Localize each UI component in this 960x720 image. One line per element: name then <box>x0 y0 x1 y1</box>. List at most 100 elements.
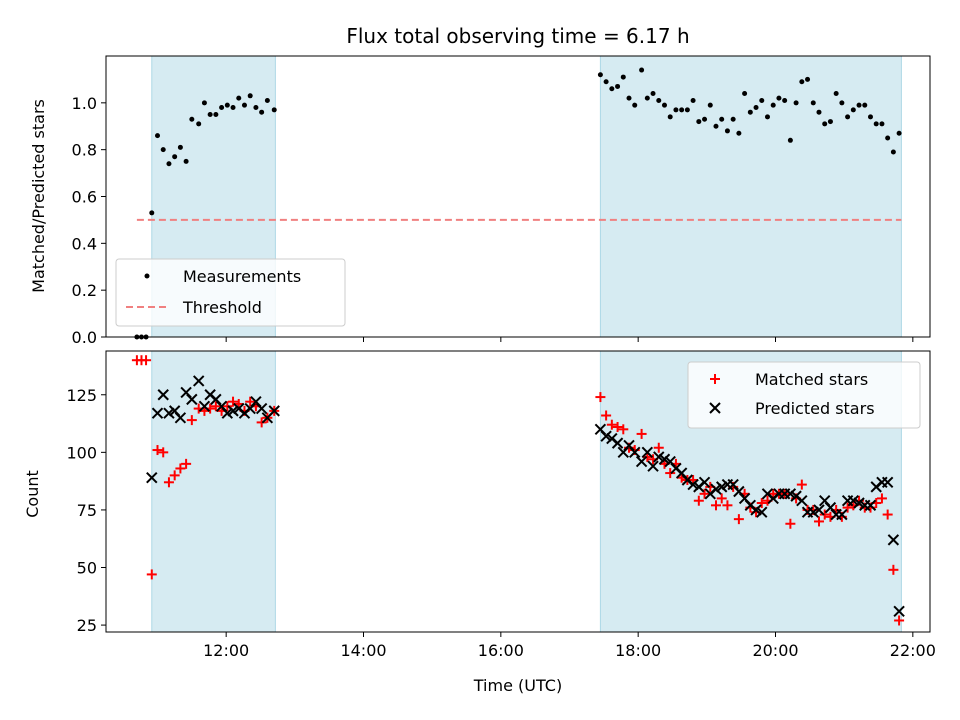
measurement-point <box>603 79 609 85</box>
matched-star-point <box>842 502 853 513</box>
measurement-point <box>172 154 178 160</box>
measurement-point <box>247 93 253 99</box>
measurement-point <box>799 79 805 85</box>
y-tick-label: 0.8 <box>72 141 97 160</box>
measurement-point <box>805 76 811 82</box>
measurement-point <box>856 102 862 108</box>
y-tick-label: 50 <box>77 559 97 578</box>
measurement-point <box>782 97 788 103</box>
predicted-star-point <box>629 446 641 459</box>
measurement-point <box>673 107 679 113</box>
measurement-point <box>201 100 207 106</box>
predicted-star-point <box>796 495 808 507</box>
measurement-point <box>661 102 667 108</box>
predicted-star-point <box>198 400 211 412</box>
measurement-point <box>253 105 259 111</box>
matched-star-point <box>601 410 612 421</box>
matched-star-point <box>152 445 163 456</box>
matched-star-point <box>888 564 899 575</box>
bottom-y-ticks: 25 50 75 100 125 <box>66 386 106 635</box>
x-tick-label: 22:00 <box>890 641 936 660</box>
measurement-point <box>885 135 891 141</box>
predicted-star-point <box>146 471 158 484</box>
measurement-point <box>264 97 270 103</box>
matched-star-point <box>595 392 606 403</box>
legend-marker-matched <box>710 374 720 384</box>
measurement-point <box>177 144 183 150</box>
matched-star-point <box>894 615 905 626</box>
bottom-x-ticks: 12:00 14:00 16:00 18:00 20:00 22:00 <box>203 632 936 660</box>
predicted-star-point <box>647 460 659 472</box>
matched-star-point <box>228 396 239 407</box>
measurement-point <box>839 100 845 106</box>
measurement-point <box>867 114 873 120</box>
measurement-point <box>213 112 219 118</box>
predicted-star-point <box>698 476 711 488</box>
matched-star-point <box>819 509 830 520</box>
legend-label-measurements: Measurements <box>183 267 301 286</box>
matched-star-point <box>710 500 721 511</box>
measurement-point <box>879 121 885 127</box>
measurement-point <box>196 121 202 127</box>
matched-star-point <box>716 493 727 504</box>
predicted-star-point <box>151 407 164 419</box>
measurement-point <box>736 130 742 136</box>
matched-star-point <box>612 422 623 433</box>
legend-marker-predicted <box>709 402 721 414</box>
measurement-point <box>639 67 645 73</box>
measurement-point <box>822 121 828 127</box>
predicted-star-point <box>192 375 205 387</box>
measurement-point <box>230 105 236 111</box>
measurement-point <box>690 97 696 103</box>
x-axis-label: Time (UTC) <box>473 676 562 695</box>
measurement-point <box>742 90 748 96</box>
matched-star-point <box>665 468 676 479</box>
matched-star-point <box>222 401 233 412</box>
measurement-point <box>787 137 793 143</box>
matched-star-point <box>796 479 807 490</box>
top-y-axis-label: Matched/Predicted stars <box>29 99 48 293</box>
matched-star-point <box>606 419 617 430</box>
measurement-point <box>770 102 776 108</box>
y-tick-label: 0.6 <box>72 188 97 207</box>
measurement-point <box>724 128 730 134</box>
measurement-point <box>219 105 225 111</box>
top-legend: Measurements Threshold <box>115 258 346 327</box>
predicted-star-point <box>864 499 877 512</box>
measurement-point <box>845 114 851 120</box>
y-tick-label: 100 <box>66 443 97 462</box>
measurement-point <box>713 123 719 129</box>
predicted-star-point <box>268 405 280 417</box>
measurement-point <box>719 116 725 122</box>
chart-title: Flux total observing time = 6.17 h <box>346 24 689 48</box>
measurement-point <box>679 107 685 113</box>
matched-star-point <box>146 569 157 580</box>
measurement-point <box>166 161 172 167</box>
measurement-point <box>759 97 765 103</box>
measurement-point <box>702 116 708 122</box>
x-tick-label: 18:00 <box>615 641 661 660</box>
bottom-axes-frame <box>105 350 931 633</box>
matched-star-point <box>175 463 186 474</box>
measurement-point <box>753 105 759 111</box>
measurement-point <box>189 116 195 122</box>
measurement-point <box>224 102 230 108</box>
predicted-star-point <box>157 389 169 401</box>
matched-star-point <box>141 355 152 366</box>
measurement-point <box>810 100 816 106</box>
measurement-point <box>696 119 702 125</box>
measurement-point <box>160 147 166 153</box>
matched-star-point <box>813 516 824 527</box>
measurement-point <box>890 149 896 155</box>
bottom-legend: Matched stars Predicted stars <box>687 361 921 429</box>
measurement-point <box>850 107 856 113</box>
predicted-star-point <box>641 446 654 459</box>
measurement-point <box>730 116 736 122</box>
y-tick-label: 1.0 <box>72 94 97 113</box>
shaded-interval <box>151 350 276 633</box>
predicted-star-point <box>611 437 624 449</box>
measurement-point <box>644 95 650 101</box>
measurement-point <box>241 102 247 108</box>
x-tick-label: 20:00 <box>752 641 798 660</box>
